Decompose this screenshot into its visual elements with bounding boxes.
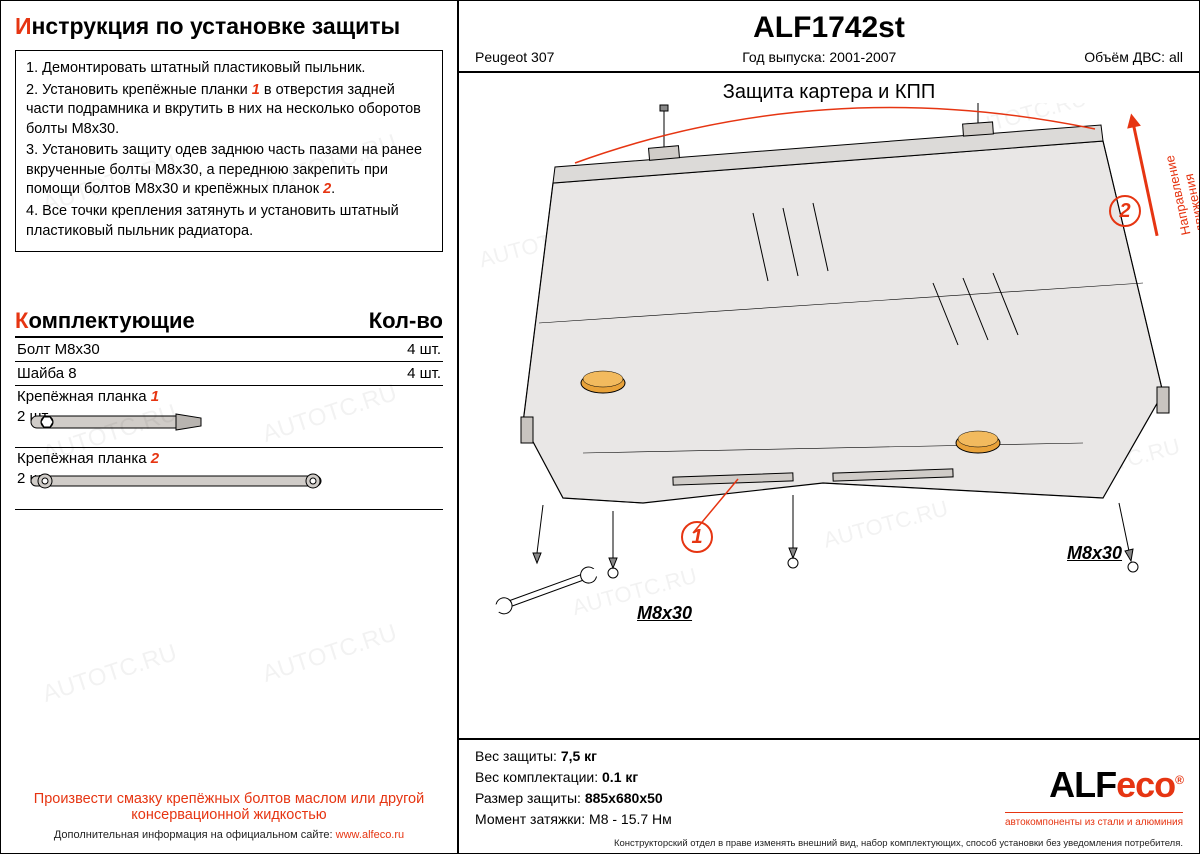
vehicle: Peugeot 307 <box>475 49 554 65</box>
right-column: ALF1742st Peugeot 307 Год выпуска: 2001-… <box>459 1 1199 853</box>
instructions-title: Инструкция по установке защиты <box>15 13 443 40</box>
parts-row: Крепёжная планка 12 шт. <box>15 386 443 448</box>
footer-note: Произвести смазку крепёжных болтов масло… <box>15 791 443 823</box>
parts-row: Крепёжная планка 22 шт. <box>15 448 443 510</box>
parts-qty: 4 шт. <box>407 341 441 358</box>
shield-diagram: AUTOTC.RU AUTOTC.RU AUTOTC.RU AUTOTC.RU … <box>463 103 1183 663</box>
instructions-box: 1. Демонтировать штатный пластиковый пыл… <box>15 50 443 252</box>
diagram-area: Защита картера и КПП Направление движени… <box>459 73 1199 738</box>
callout-2: 2 <box>1109 195 1141 227</box>
instruction-step: 3. Установить защиту одев заднюю часть п… <box>26 141 432 200</box>
parts-name: Крепёжная планка 2 <box>17 450 159 467</box>
instructions-title-rest: нструкция по установке защиты <box>32 13 401 39</box>
callout-1: 1 <box>681 521 713 553</box>
parts-title-row: Комплектующие Кол-во <box>15 308 443 338</box>
parts-title: Комплектующие <box>15 308 195 334</box>
parts-name: Шайба 8 <box>17 365 77 382</box>
parts-qty: 4 шт. <box>407 365 441 382</box>
instructions-title-first: И <box>15 13 32 39</box>
svg-text:AUTOTC.RU: AUTOTC.RU <box>821 495 951 552</box>
parts-row: Болт М8х30 4 шт. <box>15 338 443 362</box>
year: Год выпуска: 2001-2007 <box>742 49 896 65</box>
instruction-step: 4. Все точки крепления затянуть и устано… <box>26 202 432 241</box>
spec-block: Вес защиты: 7,5 кг Вес комплектации: 0.1… <box>459 738 1199 836</box>
logo: ALFeco® автокомпоненты из стали и алюмин… <box>1005 758 1183 830</box>
diagram-title: Защита картера и КПП <box>459 81 1199 104</box>
header-info-row: Peugeot 307 Год выпуска: 2001-2007 Объём… <box>475 49 1183 65</box>
page: Инструкция по установке защиты 1. Демонт… <box>0 0 1200 854</box>
parts-name: Крепёжная планка 1 <box>17 388 159 405</box>
plank2-icon <box>21 470 341 494</box>
parts-name: Болт М8х30 <box>17 341 100 358</box>
qty-header: Кол-во <box>369 308 443 334</box>
left-column: Инструкция по установке защиты 1. Демонт… <box>1 1 459 853</box>
disclaimer: Конструкторский отдел в праве изменять в… <box>459 836 1199 853</box>
engine: Объём ДВС: all <box>1084 49 1183 65</box>
footer-small: Дополнительная информация на официальном… <box>15 829 443 841</box>
bolt-label-1: М8х30 <box>637 603 692 624</box>
parts-row: Шайба 8 4 шт. <box>15 362 443 386</box>
header-box: ALF1742st Peugeot 307 Год выпуска: 2001-… <box>459 1 1199 73</box>
bolt-label-2: М8х30 <box>1067 543 1122 564</box>
plank1-icon <box>21 408 251 436</box>
part-number: ALF1742st <box>475 11 1183 45</box>
parts-table: Болт М8х30 4 шт. Шайба 8 4 шт. Крепёжная пла… <box>15 338 443 510</box>
specs: Вес защиты: 7,5 кг Вес комплектации: 0.1… <box>475 746 672 830</box>
shield-body <box>521 103 1169 578</box>
instruction-step: 1. Демонтировать штатный пластиковый пыл… <box>26 59 432 79</box>
footer-link[interactable]: www.alfeco.ru <box>336 829 404 841</box>
instruction-step: 2. Установить крепёжные планки 1 в отвер… <box>26 81 432 140</box>
